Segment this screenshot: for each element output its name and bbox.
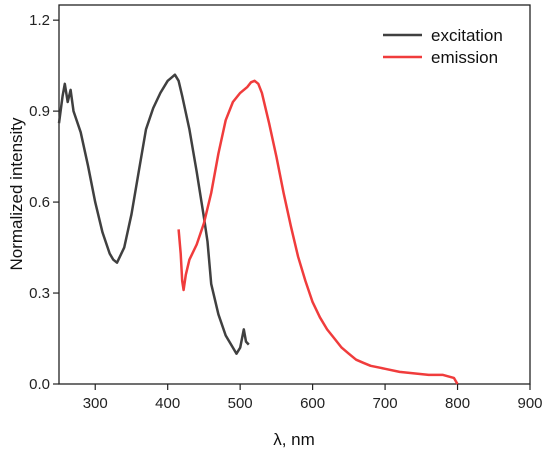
legend-excitation-label: excitation bbox=[431, 26, 503, 45]
legend: excitation emission bbox=[383, 26, 503, 67]
y-tick-label: 1.2 bbox=[29, 12, 50, 29]
y-tick-label: 0.0 bbox=[29, 376, 50, 393]
x-tick-label: 800 bbox=[445, 395, 470, 412]
y-tick-label: 0.3 bbox=[29, 285, 50, 302]
x-tick-label: 400 bbox=[155, 395, 180, 412]
series-line-excitation bbox=[57, 73, 250, 355]
x-tick-label: 900 bbox=[517, 395, 542, 412]
x-tick-label: 600 bbox=[300, 395, 325, 412]
series-line-emission bbox=[177, 79, 459, 385]
y-tick-label: 0.9 bbox=[29, 103, 50, 120]
x-axis-ticks: 300 400 500 600 700 800 900 bbox=[83, 384, 543, 412]
y-axis-title: Normalized intensity bbox=[7, 117, 26, 271]
y-axis-ticks: 0.0 0.3 0.6 0.9 1.2 bbox=[29, 12, 59, 393]
legend-emission-label: emission bbox=[431, 48, 498, 67]
plot-frame bbox=[58, 4, 531, 385]
x-axis-title: λ, nm bbox=[273, 430, 315, 449]
x-tick-label: 700 bbox=[373, 395, 398, 412]
x-tick-label: 300 bbox=[83, 395, 108, 412]
series-layer bbox=[57, 73, 459, 385]
x-tick-label: 500 bbox=[228, 395, 253, 412]
y-tick-label: 0.6 bbox=[29, 194, 50, 211]
